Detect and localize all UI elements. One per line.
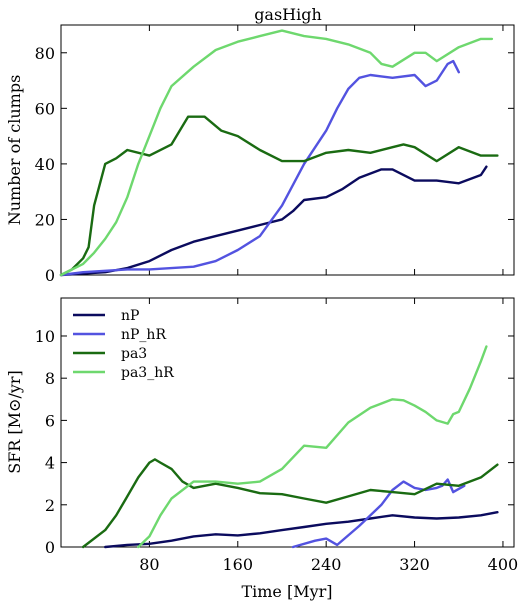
y-tick-label: 80 [35, 44, 55, 63]
series-line-np [104, 511, 499, 549]
y-tick-label: 60 [35, 99, 55, 118]
y-tick-label: 4 [45, 454, 55, 473]
legend-label: nP_hR [121, 327, 166, 343]
y-tick-label: 20 [35, 210, 55, 229]
x-tick-label: 160 [223, 555, 254, 574]
x-tick-label: 240 [311, 555, 342, 574]
top-axes-frame [60, 24, 515, 276]
legend-label: pa3_hR [121, 365, 174, 381]
y-tick-label: 0 [45, 266, 55, 285]
y-tick-label: 10 [35, 327, 55, 346]
bottom-ylabel: SFR [M⊙/yr] [5, 370, 24, 474]
bottom-ticks: 80 160 240 320 400 0 2 4 6 8 10 [35, 298, 519, 574]
chart-title: gasHigh [254, 5, 322, 24]
top-panel-clumps: gasHigh 0 20 40 60 80 Number of clumps [5, 5, 515, 285]
series-line-np-hr [59, 59, 460, 277]
y-tick-label: 0 [45, 538, 55, 557]
series-line-pa3 [59, 115, 499, 277]
top-ticks: 0 20 40 60 80 [35, 25, 514, 285]
bottom-series [81, 345, 499, 549]
legend: nP nP_hR pa3 pa3_hR [73, 308, 174, 381]
y-tick-label: 6 [45, 411, 55, 430]
y-tick-label: 2 [45, 496, 55, 515]
series-line-pa3 [81, 458, 499, 549]
series-line-pa3-hr [137, 345, 488, 549]
x-tick-label: 320 [399, 555, 430, 574]
series-line-np-hr [291, 478, 466, 549]
legend-label: pa3 [121, 346, 147, 362]
series-line-np [59, 165, 488, 277]
y-tick-label: 8 [45, 369, 55, 388]
x-tick-label: 80 [139, 555, 159, 574]
bottom-xlabel: Time [Myr] [241, 582, 332, 601]
legend-label: nP [121, 308, 139, 324]
y-tick-label: 40 [35, 155, 55, 174]
series-line-pa3-hr [59, 29, 494, 277]
bottom-axes-frame [60, 297, 515, 548]
top-series [59, 29, 499, 277]
bottom-panel-sfr: 80 160 240 320 400 0 2 4 6 8 10 SFR [M⊙/yr] Time [… [5, 297, 519, 601]
top-ylabel: Number of clumps [5, 75, 24, 226]
x-tick-label: 400 [488, 555, 519, 574]
